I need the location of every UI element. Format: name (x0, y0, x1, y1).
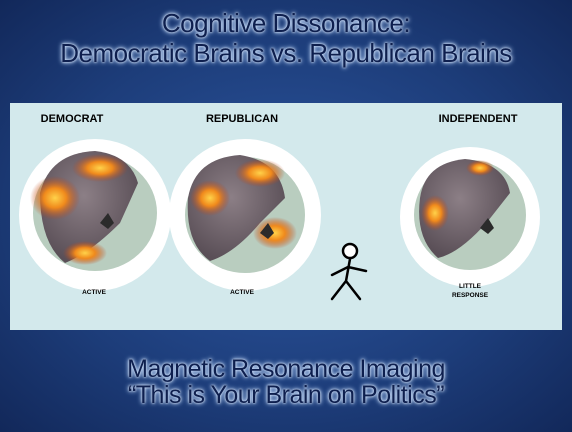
panel-label: INDEPENDENT (439, 113, 518, 125)
title-line: Cognitive Dissonance: (0, 8, 572, 38)
title-line: Democratic Brains vs. Republican Brains (0, 38, 572, 68)
slide: Cognitive Dissonance: Democratic Brains … (0, 0, 572, 432)
panel-caption: RESPONSE (452, 292, 489, 299)
brain-republican (169, 139, 321, 291)
footer-line: “This is Your Brain on Politics” (0, 382, 572, 408)
footer-line: Magnetic Resonance Imaging (0, 356, 572, 382)
footer: Magnetic Resonance Imaging “This is Your… (0, 356, 572, 408)
brain-democrat (19, 139, 171, 291)
panel-caption: ACTIVE (82, 289, 107, 296)
brain-panel: DEMOCRAT REPUBLICAN INDEPENDENT ACTIVE A… (10, 103, 562, 330)
panel-label: DEMOCRAT (41, 113, 104, 125)
panel-label: REPUBLICAN (206, 113, 278, 125)
panel-caption: ACTIVE (230, 289, 255, 296)
title: Cognitive Dissonance: Democratic Brains … (0, 8, 572, 68)
panel-caption: LITTLE (459, 283, 482, 290)
brain-independent (400, 147, 540, 287)
